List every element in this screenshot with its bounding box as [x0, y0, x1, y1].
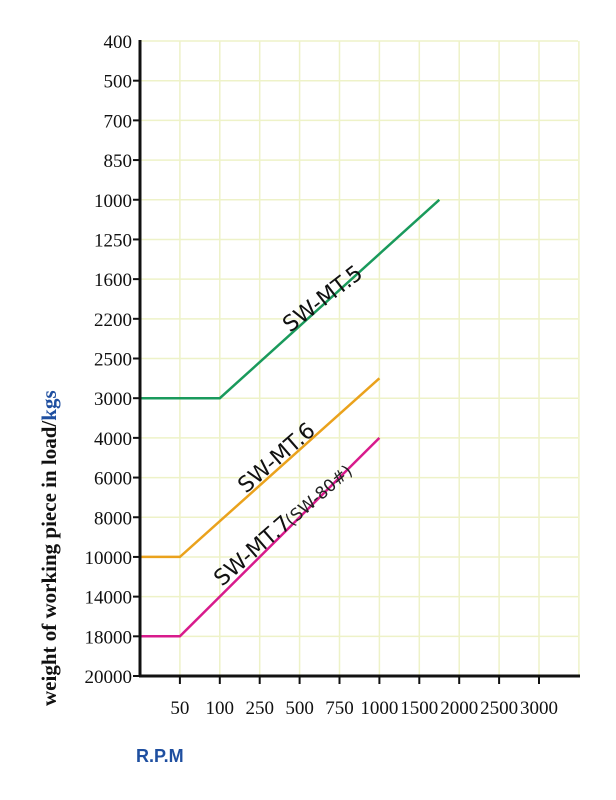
y-tick-label: 1250 — [94, 230, 132, 251]
y-tick-label: 500 — [104, 72, 133, 93]
x-axis-label: R.P.M — [136, 746, 184, 766]
y-tick-label: 14000 — [85, 588, 133, 609]
y-tick-label: 850 — [104, 151, 133, 172]
y-tick-label: 2200 — [94, 310, 132, 331]
x-tick-label: 500 — [285, 698, 314, 719]
x-axis-ticks: 50 100 250 500 750 1000 1500 2000 2500 3000 — [170, 676, 558, 719]
series-line-sw-mt-6 — [140, 377, 381, 559]
y-tick-label: 3000 — [94, 389, 132, 410]
x-tick-label: 250 — [245, 698, 274, 719]
y-axis-label: weight of working piece in load/kgs — [37, 390, 61, 706]
x-tick-label: 2500 — [480, 698, 518, 719]
y-tick-label: 2500 — [94, 350, 132, 371]
series-label-sw-mt5: SW-MT.5 — [278, 261, 367, 338]
series-sublabel-sw80: (SW-80#) — [282, 461, 357, 530]
y-tick-label: 4000 — [94, 429, 132, 450]
y-tick-label: 18000 — [85, 627, 133, 648]
y-tick-label: 20000 — [85, 667, 133, 688]
series-line-sw-mt-5 — [140, 198, 441, 400]
y-tick-label: 1000 — [94, 191, 132, 212]
x-tick-label: 1500 — [400, 698, 438, 719]
y-tick-label: 10000 — [85, 548, 133, 569]
x-tick-label: 1000 — [360, 698, 398, 719]
y-tick-label: 700 — [104, 111, 133, 132]
y-tick-label: 6000 — [94, 469, 132, 490]
series-label-sw-mt7: SW-MT.7 — [210, 511, 297, 591]
series-line-sw-mt-7 — [140, 437, 381, 638]
x-tick-label: 100 — [206, 698, 235, 719]
series-label-sw-mt6: SW-MT.6 — [234, 418, 321, 498]
x-tick-label: 750 — [325, 698, 354, 719]
x-tick-label: 3000 — [520, 698, 558, 719]
series-lines — [140, 198, 441, 638]
x-tick-label: 50 — [170, 698, 189, 719]
x-tick-label: 2000 — [440, 698, 478, 719]
series-label-sw-mt7-group: SW-MT.7 (SW-80#) — [210, 461, 357, 591]
y-tick-label: 1600 — [94, 270, 132, 291]
y-axis-ticks: 400 500 700 850 1000 1250 1600 2200 2500 3000 4000… — [85, 32, 140, 688]
grid — [140, 40, 580, 676]
y-tick-label: 400 — [104, 32, 133, 53]
y-tick-label: 8000 — [94, 508, 132, 529]
